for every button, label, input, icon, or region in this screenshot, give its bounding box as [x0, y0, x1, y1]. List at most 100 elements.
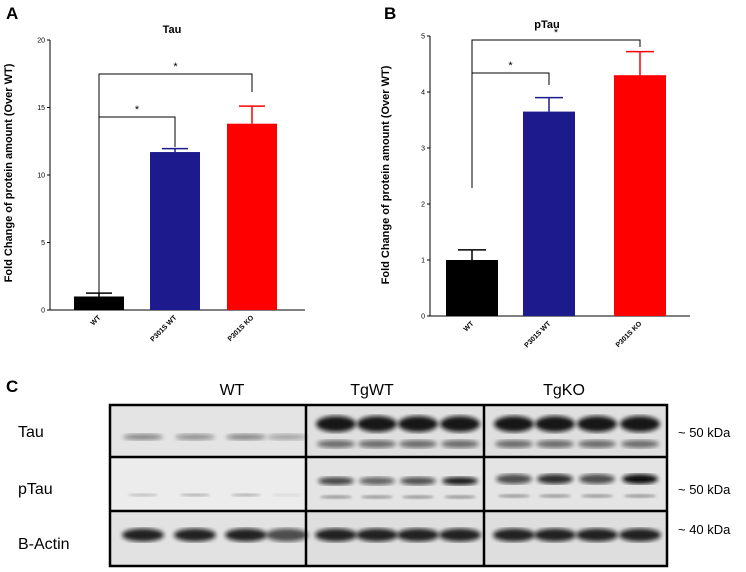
blot-band — [577, 416, 617, 432]
y-tick-label: 10 — [37, 173, 45, 180]
panel-letter-c: C — [6, 377, 18, 396]
blot-band — [267, 434, 307, 440]
bar — [446, 260, 498, 316]
bar — [74, 296, 124, 310]
bar — [227, 123, 277, 310]
y-tick-label: 1 — [421, 258, 425, 265]
y-tick-label: 20 — [37, 38, 45, 45]
blot-band — [317, 440, 355, 448]
kda-label-bactin: ~ 40 kDa — [678, 522, 731, 537]
significance-star: * — [508, 60, 513, 72]
significance-bracket — [471, 39, 641, 188]
blot-band — [398, 416, 438, 432]
significance-bracket — [98, 73, 253, 296]
blot-band — [539, 494, 571, 498]
blot-band — [359, 477, 395, 485]
blot-band — [493, 528, 535, 542]
significance-star: * — [135, 104, 140, 116]
blot-band — [495, 440, 533, 448]
blot-band — [320, 495, 352, 499]
y-tick-label: 15 — [37, 105, 45, 112]
blot-band — [442, 477, 478, 485]
blot-band — [266, 528, 308, 542]
blot-band — [439, 528, 481, 542]
blot-band — [361, 495, 393, 499]
blot-band — [620, 416, 660, 432]
chart-title: Tau — [163, 24, 182, 36]
row-label-bactin: B-Actin — [18, 536, 70, 553]
blot-tg-shade — [306, 405, 667, 566]
blot-bands — [122, 416, 661, 542]
blot-band — [578, 440, 616, 448]
blot-band — [535, 416, 575, 432]
group-label-tgwt: TgWT — [350, 382, 394, 399]
y-tick-label: 3 — [421, 146, 425, 153]
significance-star: * — [554, 27, 559, 39]
blot-band — [315, 528, 357, 542]
blot-band — [537, 474, 573, 484]
x-tick-label: P301S KO — [615, 320, 644, 349]
blot-band — [576, 528, 618, 542]
blot-row-tau — [110, 405, 667, 457]
row-label-tau: Tau — [18, 424, 44, 441]
y-tick-label: 2 — [421, 202, 425, 209]
y-axis-label: Fold Change of protein amount (Over WT) — [380, 65, 392, 284]
blot-band — [122, 528, 164, 542]
y-tick-label: 5 — [421, 34, 425, 41]
x-tick-label: P301S KO — [227, 314, 256, 343]
blot-band — [498, 494, 530, 498]
kda-label-ptau: ~ 50 kDa — [678, 482, 731, 497]
blot-band — [174, 528, 216, 542]
x-tick-label: P301S WT — [524, 320, 553, 349]
blot-band — [622, 474, 658, 484]
blot-band — [624, 494, 656, 498]
blot-band — [440, 416, 480, 432]
chart-tau: Tau Fold Change of protein amount (Over … — [3, 24, 305, 343]
blot-band — [128, 493, 158, 497]
blot-band — [534, 528, 576, 542]
group-label-wt: WT — [220, 382, 245, 399]
blot-band — [356, 528, 398, 542]
blot-band — [619, 528, 661, 542]
significance-star: * — [173, 61, 178, 73]
blot-band — [123, 434, 163, 440]
y-tick-label: 0 — [421, 314, 425, 321]
blot-band — [581, 494, 613, 498]
panel-letter-a: A — [6, 4, 18, 23]
x-tick-label: WT — [90, 314, 103, 327]
blot-band — [397, 528, 439, 542]
x-tick-label: WT — [463, 320, 476, 333]
blot-frames — [108, 403, 669, 568]
y-tick-label: 5 — [41, 240, 45, 247]
group-label-tgko: TgKO — [543, 382, 585, 399]
blot-band — [272, 493, 302, 497]
blot-band — [399, 440, 437, 448]
blot-band — [358, 440, 396, 448]
kda-label-tau: ~ 50 kDa — [678, 425, 731, 440]
blot-band — [316, 416, 356, 432]
blot-band — [444, 495, 476, 499]
blot-band — [226, 434, 266, 440]
blot-band — [621, 440, 659, 448]
y-tick-label: 4 — [421, 90, 425, 97]
blot-band — [175, 434, 215, 440]
blot-band — [180, 493, 210, 497]
chart-title: pTau — [534, 19, 559, 31]
western-blot: WT TgWT TgKO Tau pTau B-Actin ~ 50 kDa ~… — [18, 382, 731, 568]
blot-band — [494, 416, 534, 432]
blot-band — [579, 474, 615, 484]
blot-band — [441, 440, 479, 448]
y-axis-label: Fold Change of protein amount (Over WT) — [3, 63, 15, 282]
blot-band — [225, 528, 267, 542]
blot-band — [357, 416, 397, 432]
blot-band — [402, 495, 434, 499]
blot-band — [400, 477, 436, 485]
blot-band — [231, 493, 261, 497]
row-label-ptau: pTau — [18, 481, 53, 498]
chart-ptau: pTau Fold Change of protein amount (Over… — [380, 19, 690, 349]
blot-band — [496, 474, 532, 484]
bar — [523, 111, 575, 316]
blot-band — [318, 477, 354, 485]
panel-letter-b: B — [384, 4, 396, 23]
